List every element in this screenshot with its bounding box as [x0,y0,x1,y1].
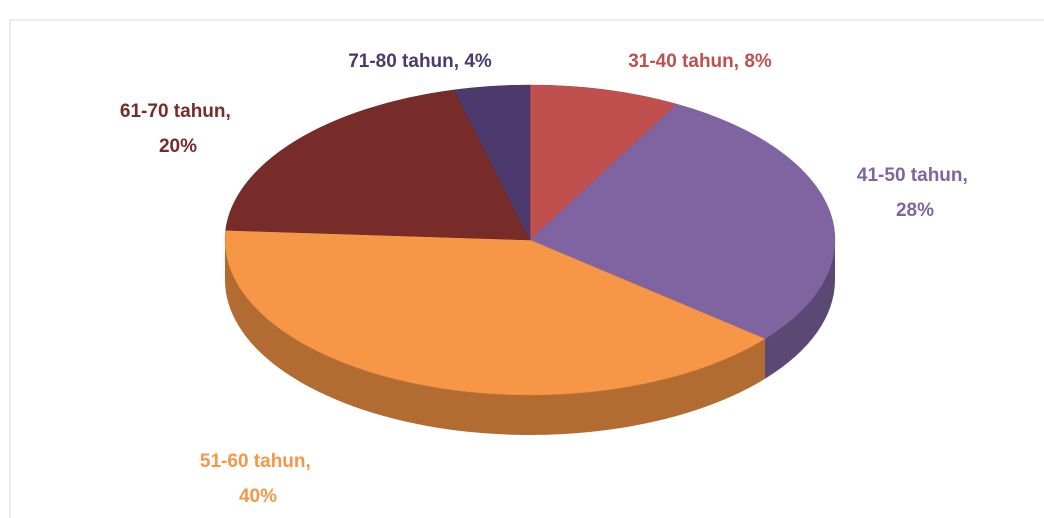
data-label-line: 41-50 tahun, [857,165,973,186]
data-label: 41-50 tahun, 28% [857,165,973,221]
data-label-line: 40% [239,486,277,507]
pie-slice [225,89,531,241]
pie-slice [453,84,531,241]
data-label: 71-80 tahun, 4% [348,51,492,72]
data-label: 61-70 tahun, 20% [120,101,236,157]
chart-frame [9,19,1044,518]
pie-slice [224,230,766,396]
pie-slice [529,103,836,340]
data-label-line: 61-70 tahun, [120,101,236,122]
data-label-line: 28% [896,200,934,221]
data-label: 31-40 tahun, 8% [628,51,772,72]
data-label: 51-60 tahun, 40% [200,451,316,507]
data-label-line: 51-60 tahun, [200,451,316,472]
slice-side [225,240,766,435]
data-label-line: 20% [159,136,197,157]
slice-side [765,240,835,379]
pie-slice [529,84,678,241]
